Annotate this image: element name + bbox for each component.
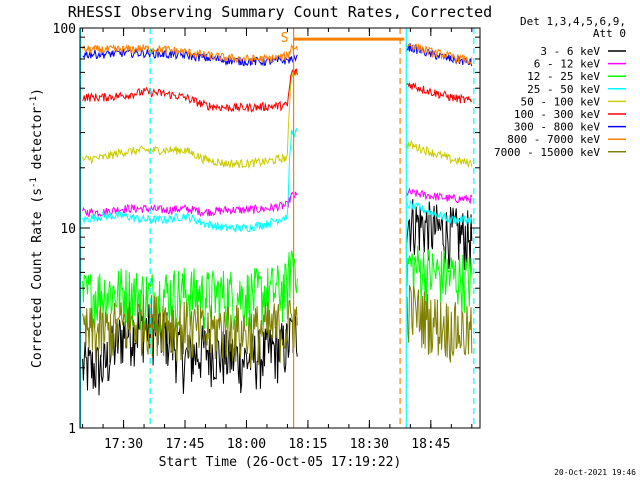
series-line-5-seg-0 bbox=[82, 68, 298, 113]
x-tick-label: 17:30 bbox=[104, 437, 143, 452]
generated-timestamp: 20-Oct-2021 19:46 bbox=[554, 468, 636, 477]
legend-entry-label: 25 - 50 keV bbox=[527, 83, 600, 96]
series-line-3-seg-1 bbox=[406, 200, 472, 225]
axis-layer: 17:30 17:45 18:00 18:15 18:30 18:45 1 10 100 bbox=[53, 22, 480, 452]
y-axis-label-superscript: -1 bbox=[29, 96, 39, 107]
x-tick-label: 18:15 bbox=[288, 437, 327, 452]
legend-entry-label: 7000 - 15000 keV bbox=[494, 146, 600, 159]
legend-entry-label: 3 - 6 keV bbox=[540, 45, 600, 58]
y-axis-label: Corrected Count Rate (s-1 detector-1) bbox=[29, 88, 45, 368]
x-tick-label: 17:45 bbox=[165, 437, 204, 452]
series-line-5-seg-1 bbox=[406, 82, 473, 104]
legend-entry-label: 50 - 100 keV bbox=[521, 95, 601, 108]
x-tick-label: 18:00 bbox=[227, 437, 266, 452]
y-axis-label-superscript: -1 bbox=[29, 177, 39, 188]
series-line-2-seg-1 bbox=[405, 240, 473, 315]
series-layer bbox=[82, 42, 473, 396]
series-line-6-seg-1 bbox=[405, 43, 473, 67]
x-tick-label: 18:30 bbox=[350, 437, 389, 452]
y-tick-label: 10 bbox=[60, 222, 76, 237]
chart-title: RHESSI Observing Summary Count Rates, Co… bbox=[68, 3, 492, 21]
series-line-0-seg-1 bbox=[405, 198, 473, 270]
legend-header-line: Att 0 bbox=[593, 27, 626, 40]
legend-entry-label: 12 - 25 keV bbox=[527, 70, 600, 83]
y-axis-label-part: detector bbox=[30, 107, 45, 178]
series-line-7-seg-0 bbox=[82, 43, 298, 64]
y-axis-label-part: ) bbox=[30, 88, 45, 96]
legend-entry-label: 800 - 7000 keV bbox=[507, 133, 600, 146]
series-line-3-seg-0 bbox=[82, 127, 298, 233]
legend-entry-label: 100 - 300 keV bbox=[514, 108, 600, 121]
y-tick-label: 1 bbox=[68, 422, 76, 437]
y-tick-label: 100 bbox=[53, 22, 76, 37]
series-line-4-seg-0 bbox=[82, 69, 298, 169]
series-line-8-seg-0 bbox=[82, 294, 298, 368]
legend-header-line: Det 1,3,4,5,6,9, bbox=[520, 15, 626, 28]
series-line-4-seg-1 bbox=[405, 139, 473, 168]
series-line-1-seg-1 bbox=[405, 187, 473, 205]
series-line-8-seg-1 bbox=[405, 285, 473, 363]
series-line-7-seg-1 bbox=[405, 42, 473, 65]
legend-entry-label: 6 - 12 keV bbox=[534, 58, 601, 71]
flare-marker-label: S bbox=[281, 31, 289, 46]
legend-entry-label: 300 - 800 keV bbox=[514, 121, 600, 134]
x-tick-label: 18:45 bbox=[411, 437, 450, 452]
y-axis-label-part: Corrected Count Rate (s bbox=[30, 188, 45, 368]
x-axis-label: Start Time (26-Oct-05 17:19:22) bbox=[159, 455, 402, 470]
